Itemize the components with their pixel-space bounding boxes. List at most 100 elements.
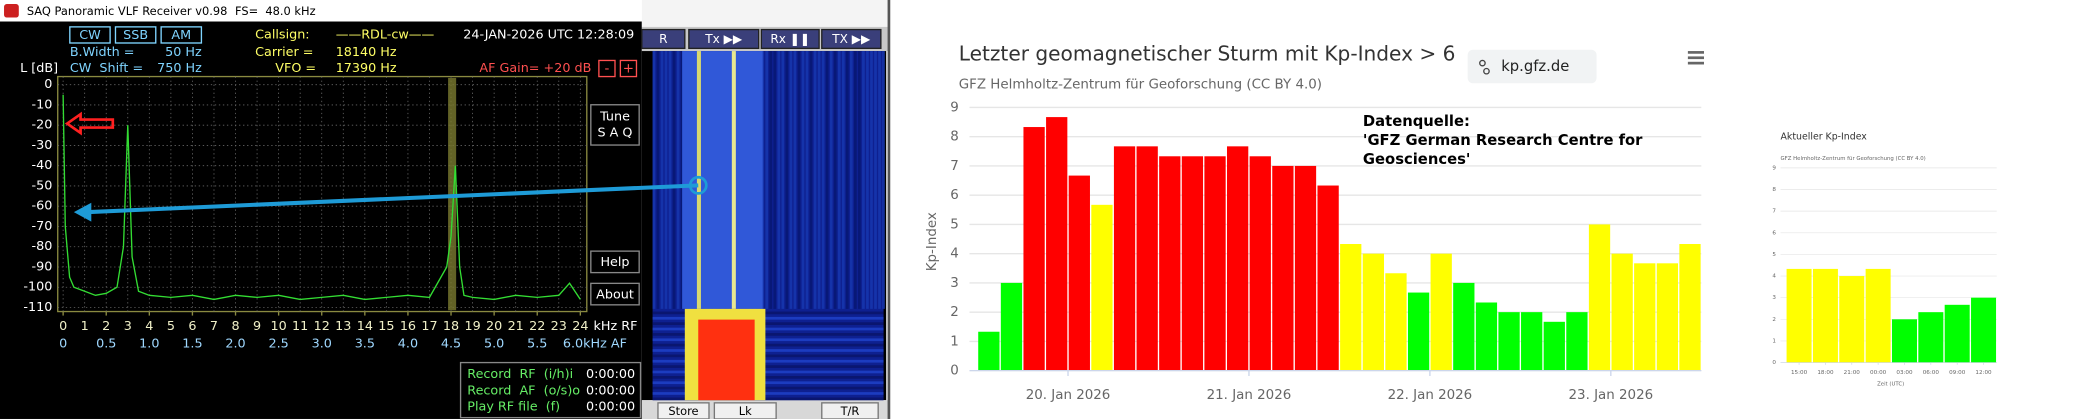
vfo-label: VFO = xyxy=(275,61,316,76)
help-button-label[interactable]: Help xyxy=(600,255,629,270)
y-tick-label: -90 xyxy=(32,259,53,274)
waterfall-noise xyxy=(854,51,857,309)
bottom-button-label[interactable]: Lk xyxy=(739,404,752,418)
vfo: 17390 Hz xyxy=(336,61,397,76)
y-tick-label: 6 xyxy=(950,188,959,203)
toolbar-button[interactable] xyxy=(641,28,686,50)
x2-tick-label: 2.0 xyxy=(225,336,245,351)
signal-line xyxy=(696,51,701,309)
x-tick-label: 10 xyxy=(271,319,287,334)
red-arrow xyxy=(64,111,115,136)
bar xyxy=(1000,282,1023,371)
carrier: 18140 Hz xyxy=(336,45,397,60)
x-unit-label: kHz RF xyxy=(594,319,638,334)
recorder-label[interactable]: Record AF (o/s)o xyxy=(467,383,580,398)
bar xyxy=(1839,276,1865,363)
record-panel xyxy=(459,361,642,419)
x-tick-label: 2 xyxy=(102,319,110,334)
waterfall-title-bar xyxy=(641,0,889,27)
mode-label[interactable]: AM xyxy=(171,28,191,43)
bottom-button-label[interactable]: Store xyxy=(668,404,698,418)
link-pill[interactable] xyxy=(1467,49,1597,84)
waterfall-noise xyxy=(845,51,849,309)
help-button[interactable] xyxy=(590,250,640,274)
burst-stripe xyxy=(652,354,884,358)
waterfall xyxy=(652,51,885,401)
waterfall-noise xyxy=(809,51,813,309)
mode-button[interactable] xyxy=(114,26,157,44)
bar xyxy=(1611,253,1633,371)
x-tick-label: 15:00 xyxy=(1791,370,1808,376)
mode-button[interactable] xyxy=(69,26,111,44)
x-tick-label: 00:00 xyxy=(1870,370,1887,376)
toolbar-button-label[interactable]: Tx ▶▶ xyxy=(704,32,743,46)
y-tick-label: 0 xyxy=(950,364,959,379)
x-tick-label: 12:00 xyxy=(1975,370,1992,376)
x2-tick-label: 1.0 xyxy=(139,336,159,351)
bar xyxy=(1918,312,1944,363)
waterfall-noise xyxy=(789,51,793,309)
blue-arrow xyxy=(85,183,699,215)
bar xyxy=(1786,268,1812,363)
menu-icon[interactable] xyxy=(1687,51,1704,65)
toolbar-button[interactable] xyxy=(688,28,760,50)
burst-stripe xyxy=(652,381,884,385)
x-tick-label: 16 xyxy=(400,319,416,334)
chart-subtitle: GFZ Helmholtz-Zentrum für Geoforschung (… xyxy=(1781,156,1926,162)
bottom-button-label[interactable]: T/R xyxy=(840,404,860,418)
bar xyxy=(1634,263,1656,371)
toolbar-button[interactable] xyxy=(760,28,820,50)
y-tick-label: 5 xyxy=(1772,252,1776,258)
bar xyxy=(1136,146,1158,371)
x-axis-label: Zeit (UTC) xyxy=(1877,382,1904,388)
burst-stripe xyxy=(652,397,884,401)
tune-button-label[interactable]: Tune xyxy=(599,109,630,124)
toolbar-button[interactable] xyxy=(821,28,882,50)
toolbar-button-label[interactable]: TX ▶▶ xyxy=(831,32,871,46)
waterfall-noise xyxy=(801,51,805,309)
waterfall-noise xyxy=(862,51,865,309)
waterfall-noise xyxy=(797,51,801,309)
about-button[interactable] xyxy=(590,282,640,306)
y-tick-label: 6 xyxy=(1772,230,1776,236)
waterfall-noise xyxy=(664,51,668,309)
recorder-label[interactable]: Record RF (i/h)i xyxy=(467,367,573,382)
waterfall-noise xyxy=(656,51,660,309)
waterfall-noise xyxy=(668,51,672,309)
chart-title: Letzter geomagnetischer Sturm mit Kp-Ind… xyxy=(959,42,1456,66)
gain-button[interactable] xyxy=(619,59,638,78)
gain-button-label[interactable]: - xyxy=(605,62,610,77)
y-tick-label: 1 xyxy=(950,334,959,349)
gain-button[interactable] xyxy=(598,59,616,78)
tune-button[interactable] xyxy=(590,104,640,146)
source-link[interactable]: kp.gfz.de xyxy=(1501,58,1569,75)
y-tick-label: -100 xyxy=(23,280,52,295)
bandwidth-label: B.Width = xyxy=(70,45,135,60)
y-tick-label: -80 xyxy=(32,239,53,254)
mode-label[interactable]: SSB xyxy=(123,28,148,43)
recorder-label[interactable]: Play RF file (f) xyxy=(467,399,560,414)
about-button-label[interactable]: About xyxy=(596,287,634,302)
x-tick-label: 0 xyxy=(59,319,67,334)
mode-button[interactable] xyxy=(160,26,203,44)
toolbar-button-label[interactable]: R xyxy=(659,32,668,46)
bar xyxy=(1656,263,1679,371)
bar xyxy=(1204,156,1226,371)
waterfall-noise xyxy=(765,51,769,309)
x-tick-label: 24 xyxy=(572,319,588,334)
bar xyxy=(1340,244,1362,371)
tune-button-label[interactable]: S A Q xyxy=(598,125,633,140)
x-tick-label: 18:00 xyxy=(1817,370,1834,376)
y-tick-label: -60 xyxy=(32,199,53,214)
shift: 750 Hz xyxy=(157,61,202,76)
burst-stripe xyxy=(652,370,884,374)
waterfall-noise xyxy=(821,51,825,309)
y-tick-label: 2 xyxy=(950,305,959,320)
gain-button-label[interactable]: + xyxy=(623,62,634,77)
callsign: ——RDL-cw—— xyxy=(336,27,435,42)
burst-stripe xyxy=(652,376,884,379)
toolbar-button-label[interactable]: Rx ❚❚ xyxy=(770,32,810,46)
waterfall-noise xyxy=(829,51,833,309)
y-tick-label: 4 xyxy=(1772,274,1776,280)
mode-label[interactable]: CW xyxy=(79,28,101,43)
